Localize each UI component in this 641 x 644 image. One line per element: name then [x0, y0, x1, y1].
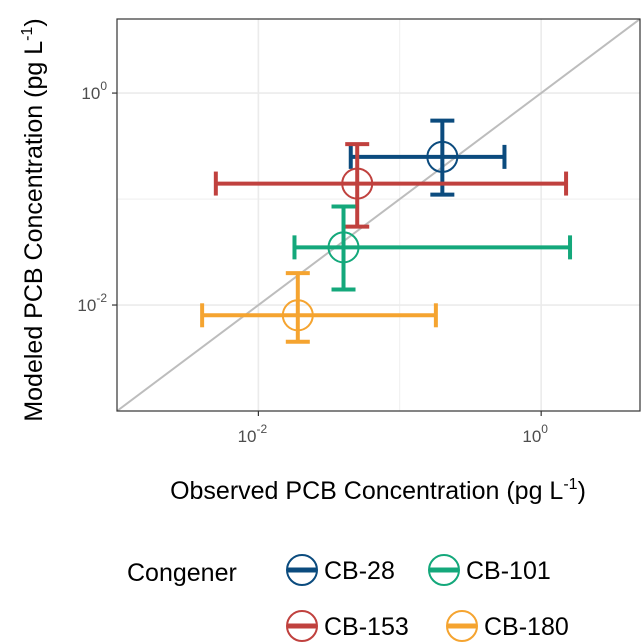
point-cb-180	[281, 299, 314, 332]
legend-label-cb-101: CB-101	[466, 557, 551, 585]
legend-label-cb-28: CB-28	[324, 557, 395, 585]
plot-border	[116, 18, 641, 412]
y-axis-title-close: )	[20, 18, 48, 26]
legend: Congener CB-28 CB-101 CB-153 CB-180	[127, 554, 569, 642]
legend-entry-cb-101: CB-101	[428, 554, 551, 586]
point-cb-101	[327, 231, 360, 264]
legend-entry-cb-28: CB-28	[286, 554, 395, 586]
reference-line-y-equals-x	[116, 18, 641, 412]
x-tick-label: 10-2	[238, 422, 268, 446]
grid	[116, 19, 640, 412]
x-axis-title-close: )	[578, 477, 586, 505]
legend-label-cb-153: CB-153	[324, 613, 409, 641]
y-tick-label: 10-2	[77, 291, 107, 315]
errorbar-cb-153	[213, 142, 569, 229]
x-axis-title: Observed PCB Concentration (pg L-1)	[170, 476, 586, 505]
y-axis-title-superscript: -1	[19, 27, 36, 41]
y-axis-title-text: Modeled PCB Concentration (pg L	[20, 41, 48, 422]
y-tick-exponent: 0	[100, 79, 107, 93]
x-tick-base: 10	[522, 427, 541, 446]
y-tick-exponent: -2	[96, 291, 107, 305]
legend-label-cb-180: CB-180	[484, 613, 569, 641]
x-tick-label: 100	[522, 422, 548, 446]
y-axis-title: Modeled PCB Concentration (pg L-1)	[19, 18, 48, 421]
point-cb-28	[426, 140, 459, 173]
x-tick-exponent: -2	[257, 422, 268, 436]
point-cb-153	[341, 167, 374, 200]
x-axis-title-text: Observed PCB Concentration (pg L	[170, 477, 563, 505]
legend-entry-cb-180: CB-180	[446, 610, 569, 642]
errorbar-cb-101	[292, 204, 573, 292]
x-tick-base: 10	[238, 427, 257, 446]
legend-entry-cb-153: CB-153	[286, 610, 409, 642]
x-axis-ticks: 10-2 100	[238, 411, 548, 446]
legend-title: Congener	[127, 559, 237, 587]
y-tick-label: 100	[81, 79, 107, 103]
x-tick-exponent: 0	[541, 422, 548, 436]
x-axis-title-superscript: -1	[563, 476, 577, 493]
y-tick-base: 10	[81, 84, 100, 103]
data-points	[281, 140, 459, 332]
y-tick-base: 10	[77, 296, 96, 315]
